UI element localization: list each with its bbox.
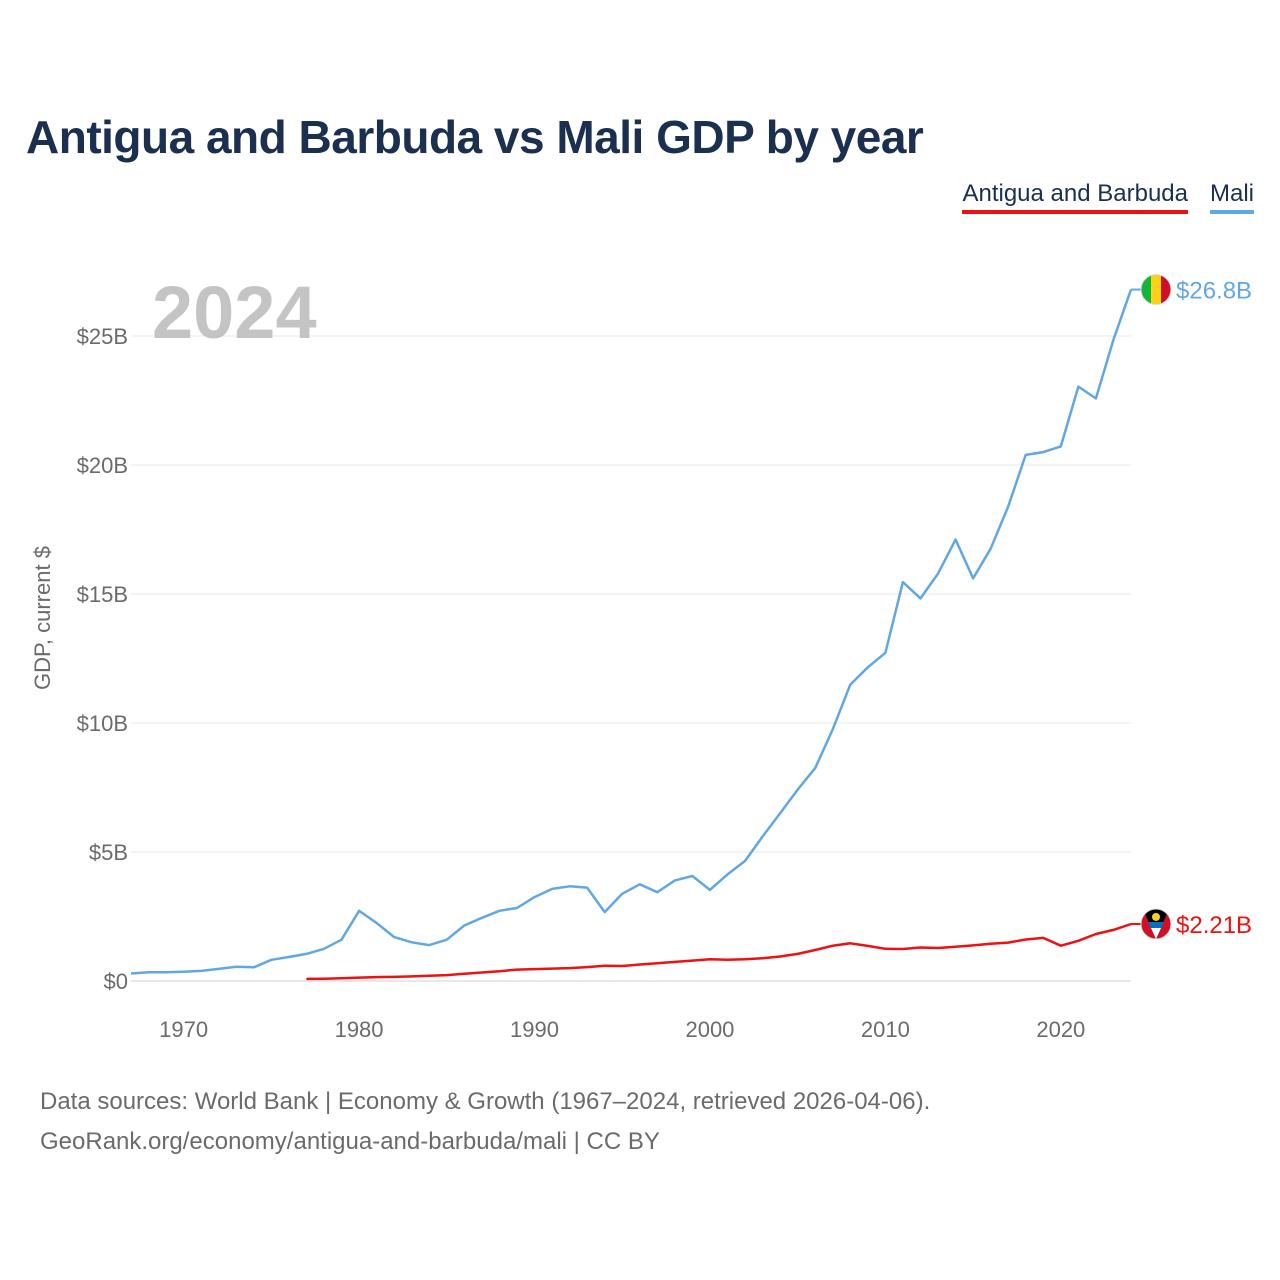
end-value-label: $2.21B — [1176, 912, 1252, 939]
y-tick-label: $15B — [77, 582, 128, 607]
series-line-mali[interactable] — [130, 289, 1133, 975]
antigua-flag-icon — [1141, 908, 1171, 939]
line-chart: 2024 GDP, current $ $0 $5B $10B $15B $20B $25… — [30, 271, 1252, 1042]
legend: Antigua and Barbuda Mali — [962, 180, 1254, 214]
x-axis-ticks: 1970 1980 1990 2000 2010 2020 — [159, 1017, 1085, 1042]
end-markers: $26.8B $2.21B — [1131, 274, 1252, 940]
source-line-2[interactable]: GeoRank.org/economy/antigua-and-barbuda/… — [40, 1128, 660, 1155]
x-tick-label: 2000 — [685, 1017, 734, 1042]
y-tick-label: $20B — [77, 453, 128, 478]
legend-item-antigua-and-barbuda[interactable]: Antigua and Barbuda — [962, 180, 1188, 214]
y-axis-label: GDP, current $ — [30, 546, 55, 690]
gridlines — [131, 335, 1131, 982]
end-value-label: $26.8B — [1176, 278, 1252, 305]
x-tick-label: 1970 — [159, 1017, 208, 1042]
x-tick-label: 2020 — [1036, 1017, 1085, 1042]
x-tick-label: 2010 — [861, 1017, 910, 1042]
series-line-antigua-and-barbuda[interactable] — [306, 922, 1132, 981]
y-tick-label: $25B — [77, 324, 128, 349]
series-lines — [130, 289, 1133, 981]
year-watermark: 2024 — [152, 271, 317, 354]
y-axis-ticks: $0 $5B $10B $15B $20B $25B — [77, 324, 128, 994]
source-note: Data sources: World Bank | Economy & Gro… — [40, 1082, 930, 1162]
legend-item-mali[interactable]: Mali — [1209, 180, 1254, 214]
y-tick-label: $0 — [104, 969, 128, 994]
y-tick-label: $5B — [89, 840, 128, 865]
x-tick-label: 1990 — [510, 1017, 559, 1042]
chart-title: Antigua and Barbuda vs Mali GDP by year — [26, 111, 924, 163]
mali-flag-icon — [1141, 274, 1171, 305]
x-tick-label: 1980 — [335, 1017, 384, 1042]
y-tick-label: $10B — [77, 711, 128, 736]
source-line-1: Data sources: World Bank | Economy & Gro… — [40, 1088, 931, 1115]
